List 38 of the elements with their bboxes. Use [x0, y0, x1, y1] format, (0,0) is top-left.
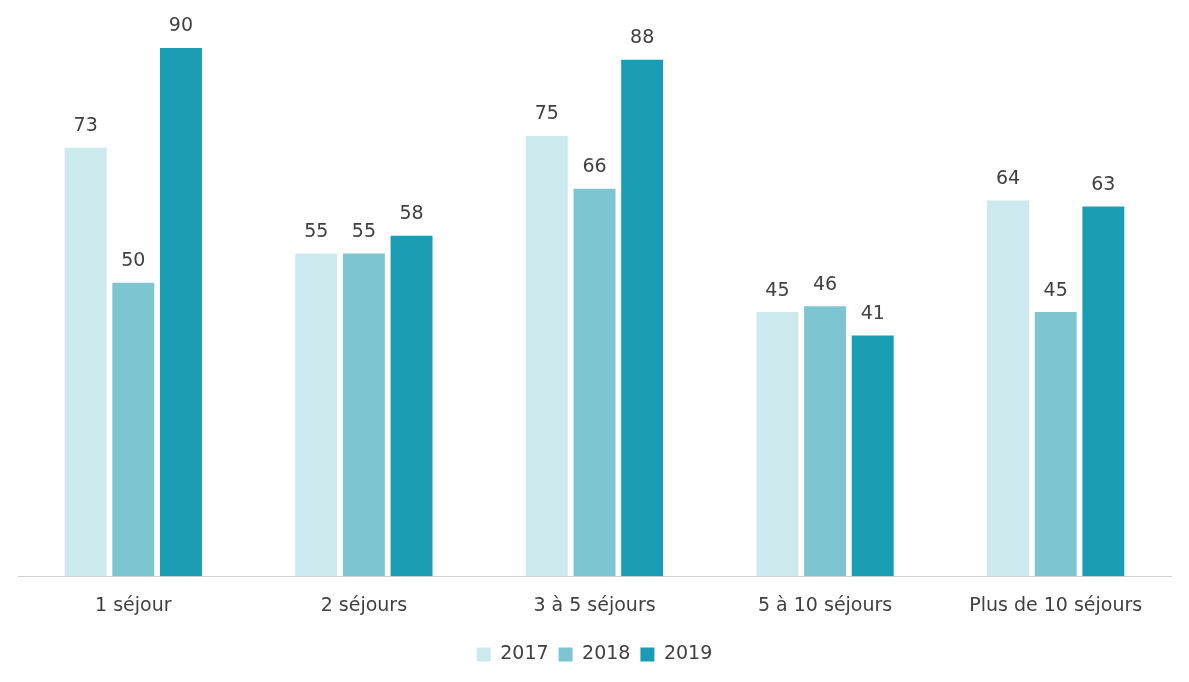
bar — [851, 335, 894, 577]
bar — [64, 147, 107, 577]
data-label: 55 — [304, 218, 329, 241]
bar — [342, 253, 385, 577]
bar — [159, 48, 202, 577]
data-label: 41 — [860, 301, 885, 324]
data-label: 75 — [534, 101, 559, 124]
bar — [1034, 312, 1077, 577]
data-label: 66 — [582, 154, 607, 177]
data-label: 90 — [168, 13, 194, 36]
data-label: 73 — [73, 113, 98, 136]
bar — [756, 312, 799, 577]
bar — [573, 188, 616, 577]
data-label: 64 — [995, 166, 1021, 189]
bar — [390, 235, 433, 577]
data-label: 55 — [351, 218, 376, 241]
bar — [987, 200, 1030, 577]
legend-label: 2019 — [663, 641, 713, 664]
bar — [295, 253, 338, 577]
data-label: 46 — [813, 271, 838, 294]
bar — [621, 59, 664, 577]
x-tick-label: Plus de 10 séjours — [969, 592, 1143, 615]
data-label: 63 — [1091, 171, 1116, 194]
legend-label: 2018 — [582, 641, 631, 664]
data-label: 50 — [121, 248, 146, 271]
data-label: 88 — [630, 25, 655, 48]
x-tick-label: 3 à 5 séjours — [533, 592, 656, 615]
x-tick-label: 2 séjours — [320, 592, 408, 615]
data-label: 58 — [399, 201, 424, 224]
x-tick-label: 1 séjour — [95, 592, 172, 615]
bar — [112, 282, 155, 577]
data-label: 45 — [1043, 277, 1068, 300]
bar — [525, 136, 568, 577]
data-label: 45 — [765, 277, 790, 300]
legend-label: 2017 — [500, 641, 549, 664]
bar — [1082, 206, 1125, 577]
x-tick-label: 5 à 10 séjours — [757, 592, 893, 615]
bar — [804, 306, 847, 577]
